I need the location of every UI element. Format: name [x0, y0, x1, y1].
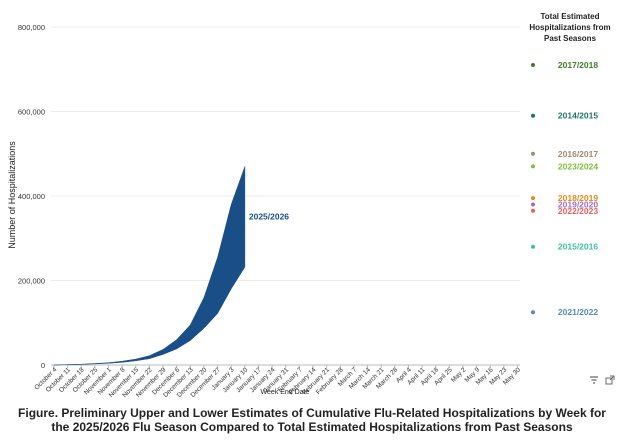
past-season-point — [531, 208, 535, 213]
gridlines — [51, 26, 520, 366]
past-season-point — [531, 202, 535, 207]
past-seasons-title: Past Seasons — [544, 34, 597, 43]
past-season-label: 2023/2024 — [558, 161, 598, 171]
caption-line-1: Figure. Preliminary Upper and Lower Esti… — [18, 406, 606, 420]
series-band-2025-2026 — [53, 166, 246, 366]
past-season-point — [531, 164, 535, 169]
chart-toolbar — [588, 374, 618, 388]
y-tick-label: 200,000 — [18, 277, 45, 286]
past-season-label: 2022/2023 — [558, 206, 598, 216]
past-seasons-title: Hospitalizations from — [529, 23, 610, 32]
y-tick-label: 0 — [41, 361, 45, 370]
past-seasons-title: Total Estimated — [541, 12, 600, 21]
x-axis-label: Week End Date — [261, 389, 310, 396]
y-axis-label: Number of Hospitalizations — [7, 141, 17, 249]
past-season-point — [531, 244, 535, 249]
y-tick-label: 600,000 — [18, 108, 45, 117]
past-season-point — [531, 196, 535, 201]
past-seasons-legend: Total Estimated Hospitalizations from Past… — [529, 12, 610, 317]
past-season-label: 2021/2022 — [558, 307, 598, 317]
series-label: 2025/2026 — [249, 212, 289, 222]
past-season-label: 2018/2019 — [558, 193, 598, 203]
y-tick-label: 800,000 — [18, 23, 45, 32]
series-group: 2025/2026 — [53, 166, 289, 366]
past-season-point — [531, 310, 535, 315]
past-season-point — [531, 63, 535, 68]
past-season-point — [531, 113, 535, 118]
figure-caption: Figure. Preliminary Upper and Lower Esti… — [0, 406, 624, 434]
expand-icon[interactable] — [604, 374, 616, 386]
past-season-label: 2019/2020 — [558, 199, 598, 209]
past-season-point — [531, 151, 535, 156]
y-axis: 0 200,000 400,000 600,000 800,000 — [18, 23, 45, 370]
past-season-label: 2017/2018 — [558, 60, 598, 70]
caption-line-2: the 2025/2026 Flu Season Compared to Tot… — [51, 420, 573, 434]
past-season-label: 2015/2016 — [558, 242, 598, 252]
filter-icon[interactable] — [588, 374, 600, 386]
chart: 0 200,000 400,000 600,000 800,000 Number of … — [7, 12, 611, 399]
past-season-label: 2016/2017 — [558, 149, 598, 159]
past-season-label: 2014/2015 — [558, 111, 598, 121]
y-tick-label: 400,000 — [18, 192, 45, 201]
